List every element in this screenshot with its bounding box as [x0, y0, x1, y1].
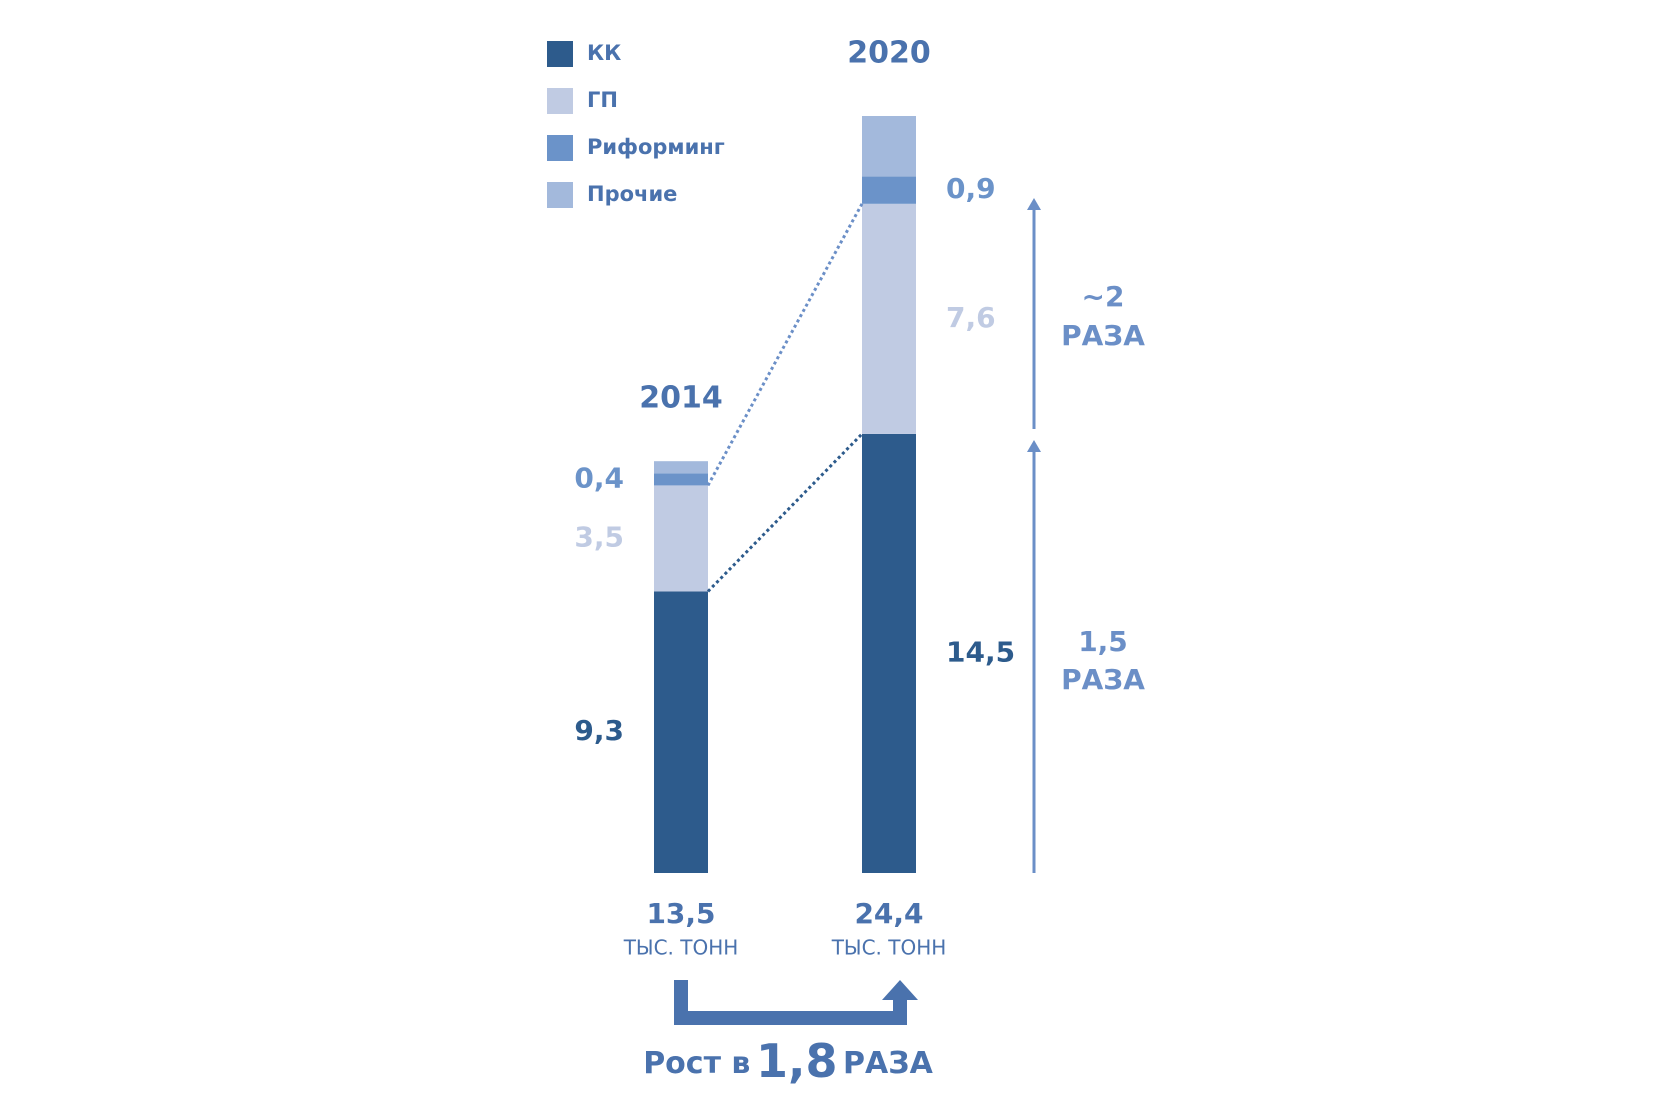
annotation: 1,5 — [1078, 625, 1128, 658]
bar-segment — [654, 485, 708, 592]
data-label: 14,5 — [946, 635, 1015, 668]
annotation: РАЗА — [1061, 663, 1145, 696]
bar-segment — [862, 203, 916, 434]
bar-segment — [862, 176, 916, 204]
data-label: 9,3 — [574, 714, 624, 747]
annotation: РАЗА — [1061, 319, 1145, 352]
growth-text: Рост в — [643, 1046, 750, 1081]
bar-segment — [654, 461, 708, 474]
total-label: 13,5 — [646, 897, 715, 930]
total-label: 24,4 — [854, 897, 923, 930]
data-label: 3,5 — [574, 520, 624, 553]
growth-text: РАЗА — [843, 1046, 934, 1081]
bar-segment — [862, 433, 916, 873]
connector — [706, 203, 864, 487]
category-label: 2014 — [639, 381, 723, 416]
legend-swatch — [547, 182, 573, 208]
connector — [706, 432, 864, 593]
legend-label: Риформинг — [587, 135, 725, 159]
bar-segment — [862, 116, 916, 177]
data-label: 0,9 — [946, 172, 996, 205]
arrows — [1027, 198, 1041, 873]
unit-label: ТЫС. ТОНН — [623, 936, 739, 960]
legend-swatch — [547, 41, 573, 67]
legend-swatch — [547, 88, 573, 114]
category-label: 2020 — [847, 36, 931, 71]
growth-arrow — [674, 980, 918, 1025]
growth-value: 1,8 — [756, 1034, 838, 1088]
legend-label: Прочие — [587, 182, 677, 206]
legend-label: КК — [587, 41, 621, 65]
data-label: 0,4 — [574, 461, 624, 494]
growth-label: Рост в 1,8 РАЗА — [643, 1034, 933, 1088]
annotation: ~2 — [1082, 280, 1125, 313]
bar-segment — [654, 473, 708, 486]
bar-segment — [654, 591, 708, 873]
unit-label: ТЫС. ТОНН — [831, 936, 947, 960]
data-label: 7,6 — [946, 301, 996, 334]
legend-swatch — [547, 135, 573, 161]
legend-label: ГП — [587, 88, 618, 112]
